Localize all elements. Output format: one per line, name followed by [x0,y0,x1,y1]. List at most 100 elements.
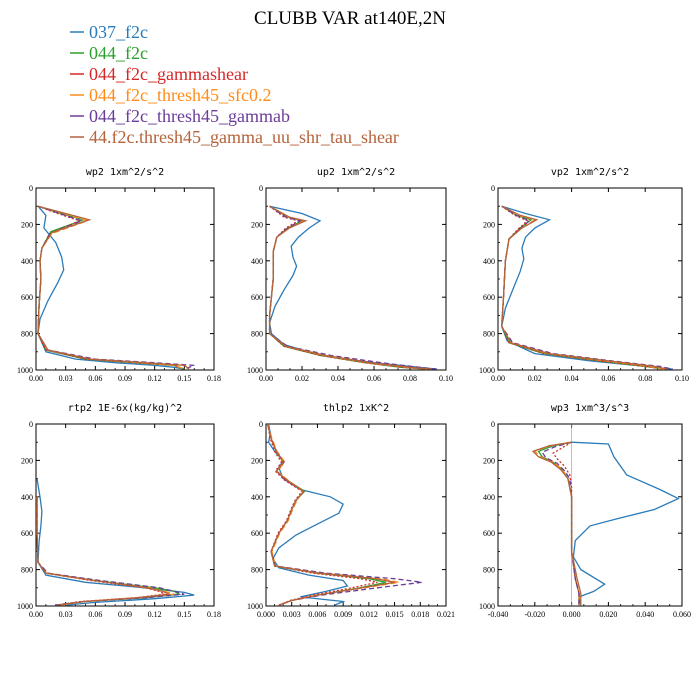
series-line [268,205,432,370]
y-tick-label: 200 [483,220,495,229]
series-line [501,205,673,370]
x-tick-label: 0.06 [367,374,381,383]
y-tick-label: 800 [251,566,263,575]
panel: rtp2 1E-6x(kg/kg)^2 0.00 0.03 0.06 0.09 0.12 0… [17,403,221,619]
x-tick-label: 0.09 [118,374,132,383]
y-tick-label: 600 [21,293,33,302]
series-line [267,424,395,606]
x-tick-label: 0.009 [334,610,352,619]
legend-item: 044_f2c [70,43,148,63]
x-tick-label: 0.08 [403,374,417,383]
x-tick-label: 0.03 [59,374,73,383]
series-line [501,205,664,370]
plot-frame [265,423,447,607]
series-line [501,205,668,370]
x-tick-label: 0.18 [207,610,221,619]
x-tick-label: 0.018 [411,610,429,619]
y-tick-label: 800 [21,330,33,339]
series-line [36,496,182,606]
x-tick-label: 0.06 [601,374,615,383]
x-tick-label: -0.040 [488,610,509,619]
series-line [501,205,664,370]
y-tick-label: 400 [483,257,495,266]
series-line [37,205,185,370]
series-line [268,205,438,370]
x-tick-label: 0.12 [148,610,162,619]
x-tick-label: 0.000 [257,610,275,619]
panel: wp2 1xm^2/s^2 0.00 0.03 0.06 0.09 0.12 0.15 0.1… [17,167,221,383]
x-tick-label: 0.021 [437,610,455,619]
legend-item: 044_f2c_thresh45_sfc0.2 [70,85,271,105]
series-line [37,205,185,370]
y-tick-label: 600 [483,293,495,302]
series-line [36,496,167,606]
x-tick-label: 0.15 [177,610,191,619]
x-tick-label: 0.04 [565,374,579,383]
y-tick-label: 400 [251,493,263,502]
y-tick-label: 200 [21,456,33,465]
legend-item: 037_f2c [70,22,148,42]
y-tick-label: 400 [483,493,495,502]
x-tick-label: 0.12 [148,374,162,383]
series-line [531,441,582,606]
series-line [533,441,580,606]
y-tick-label: 200 [21,220,33,229]
figure-title: CLUBB VAR at140E,2N [254,8,446,29]
x-tick-label: 0.18 [207,374,221,383]
legend-label: 044_f2c_thresh45_gammab [89,106,290,126]
panel: up2 1xm^2/s^2 0.00 0.02 0.04 0.06 0.08 0.10 0 20… [247,167,453,383]
x-tick-label: 0.060 [673,610,691,619]
series-line [501,205,673,370]
panel-title: wp3 1xm^3/s^3 [551,403,629,414]
x-tick-label: 0.02 [295,374,309,383]
y-tick-label: 0 [29,184,33,193]
y-tick-label: 800 [483,330,495,339]
y-tick-label: 0 [259,184,263,193]
series-line [267,424,349,606]
y-tick-label: 1000 [247,366,263,375]
legend-label: 044_f2c [89,43,148,63]
panels: wp2 1xm^2/s^2 0.00 0.03 0.06 0.09 0.12 0.15 0.1… [17,167,691,619]
y-tick-label: 800 [483,566,495,575]
series-line [268,205,429,370]
plot-frame [265,187,447,371]
y-tick-label: 400 [251,257,263,266]
x-tick-label: 0.09 [118,610,132,619]
x-tick-label: 0.006 [308,610,326,619]
legend: 037_f2c044_f2c044_f2c_gammashear044_f2c_… [70,22,399,147]
series-line [268,205,429,370]
y-tick-label: 200 [251,220,263,229]
panel-title: rtp2 1E-6x(kg/kg)^2 [68,403,182,414]
legend-label: 044_f2c_thresh45_sfc0.2 [89,85,271,105]
y-tick-label: 600 [251,529,263,538]
series-line [268,205,429,370]
y-tick-label: 200 [483,456,495,465]
y-tick-label: 0 [491,184,495,193]
y-tick-label: 200 [251,456,263,465]
y-tick-label: 600 [483,529,495,538]
x-tick-label: 0.00 [491,374,505,383]
y-tick-label: 800 [21,566,33,575]
series-line [501,205,664,370]
series-line [37,205,195,370]
panel-title: vp2 1xm^2/s^2 [551,167,629,178]
y-tick-label: 1000 [17,366,33,375]
plot-frame [497,423,683,607]
y-tick-label: 600 [251,293,263,302]
x-tick-label: 0.00 [259,374,273,383]
series-line [36,496,185,606]
x-tick-label: 0.06 [88,610,102,619]
x-tick-label: 0.020 [599,610,617,619]
x-tick-label: 0.06 [88,374,102,383]
y-tick-label: 1000 [479,366,495,375]
plot-frame [35,187,215,371]
y-tick-label: 600 [21,529,33,538]
series-line [36,496,170,606]
legend-label: 037_f2c [89,22,148,42]
y-tick-label: 1000 [479,602,495,611]
legend-item: 44.f2c.thresh45_gamma_uu_shr_tau_shear [70,127,399,147]
x-tick-label: 0.15 [177,374,191,383]
x-tick-label: 0.10 [675,374,689,383]
x-tick-label: 0.08 [638,374,652,383]
